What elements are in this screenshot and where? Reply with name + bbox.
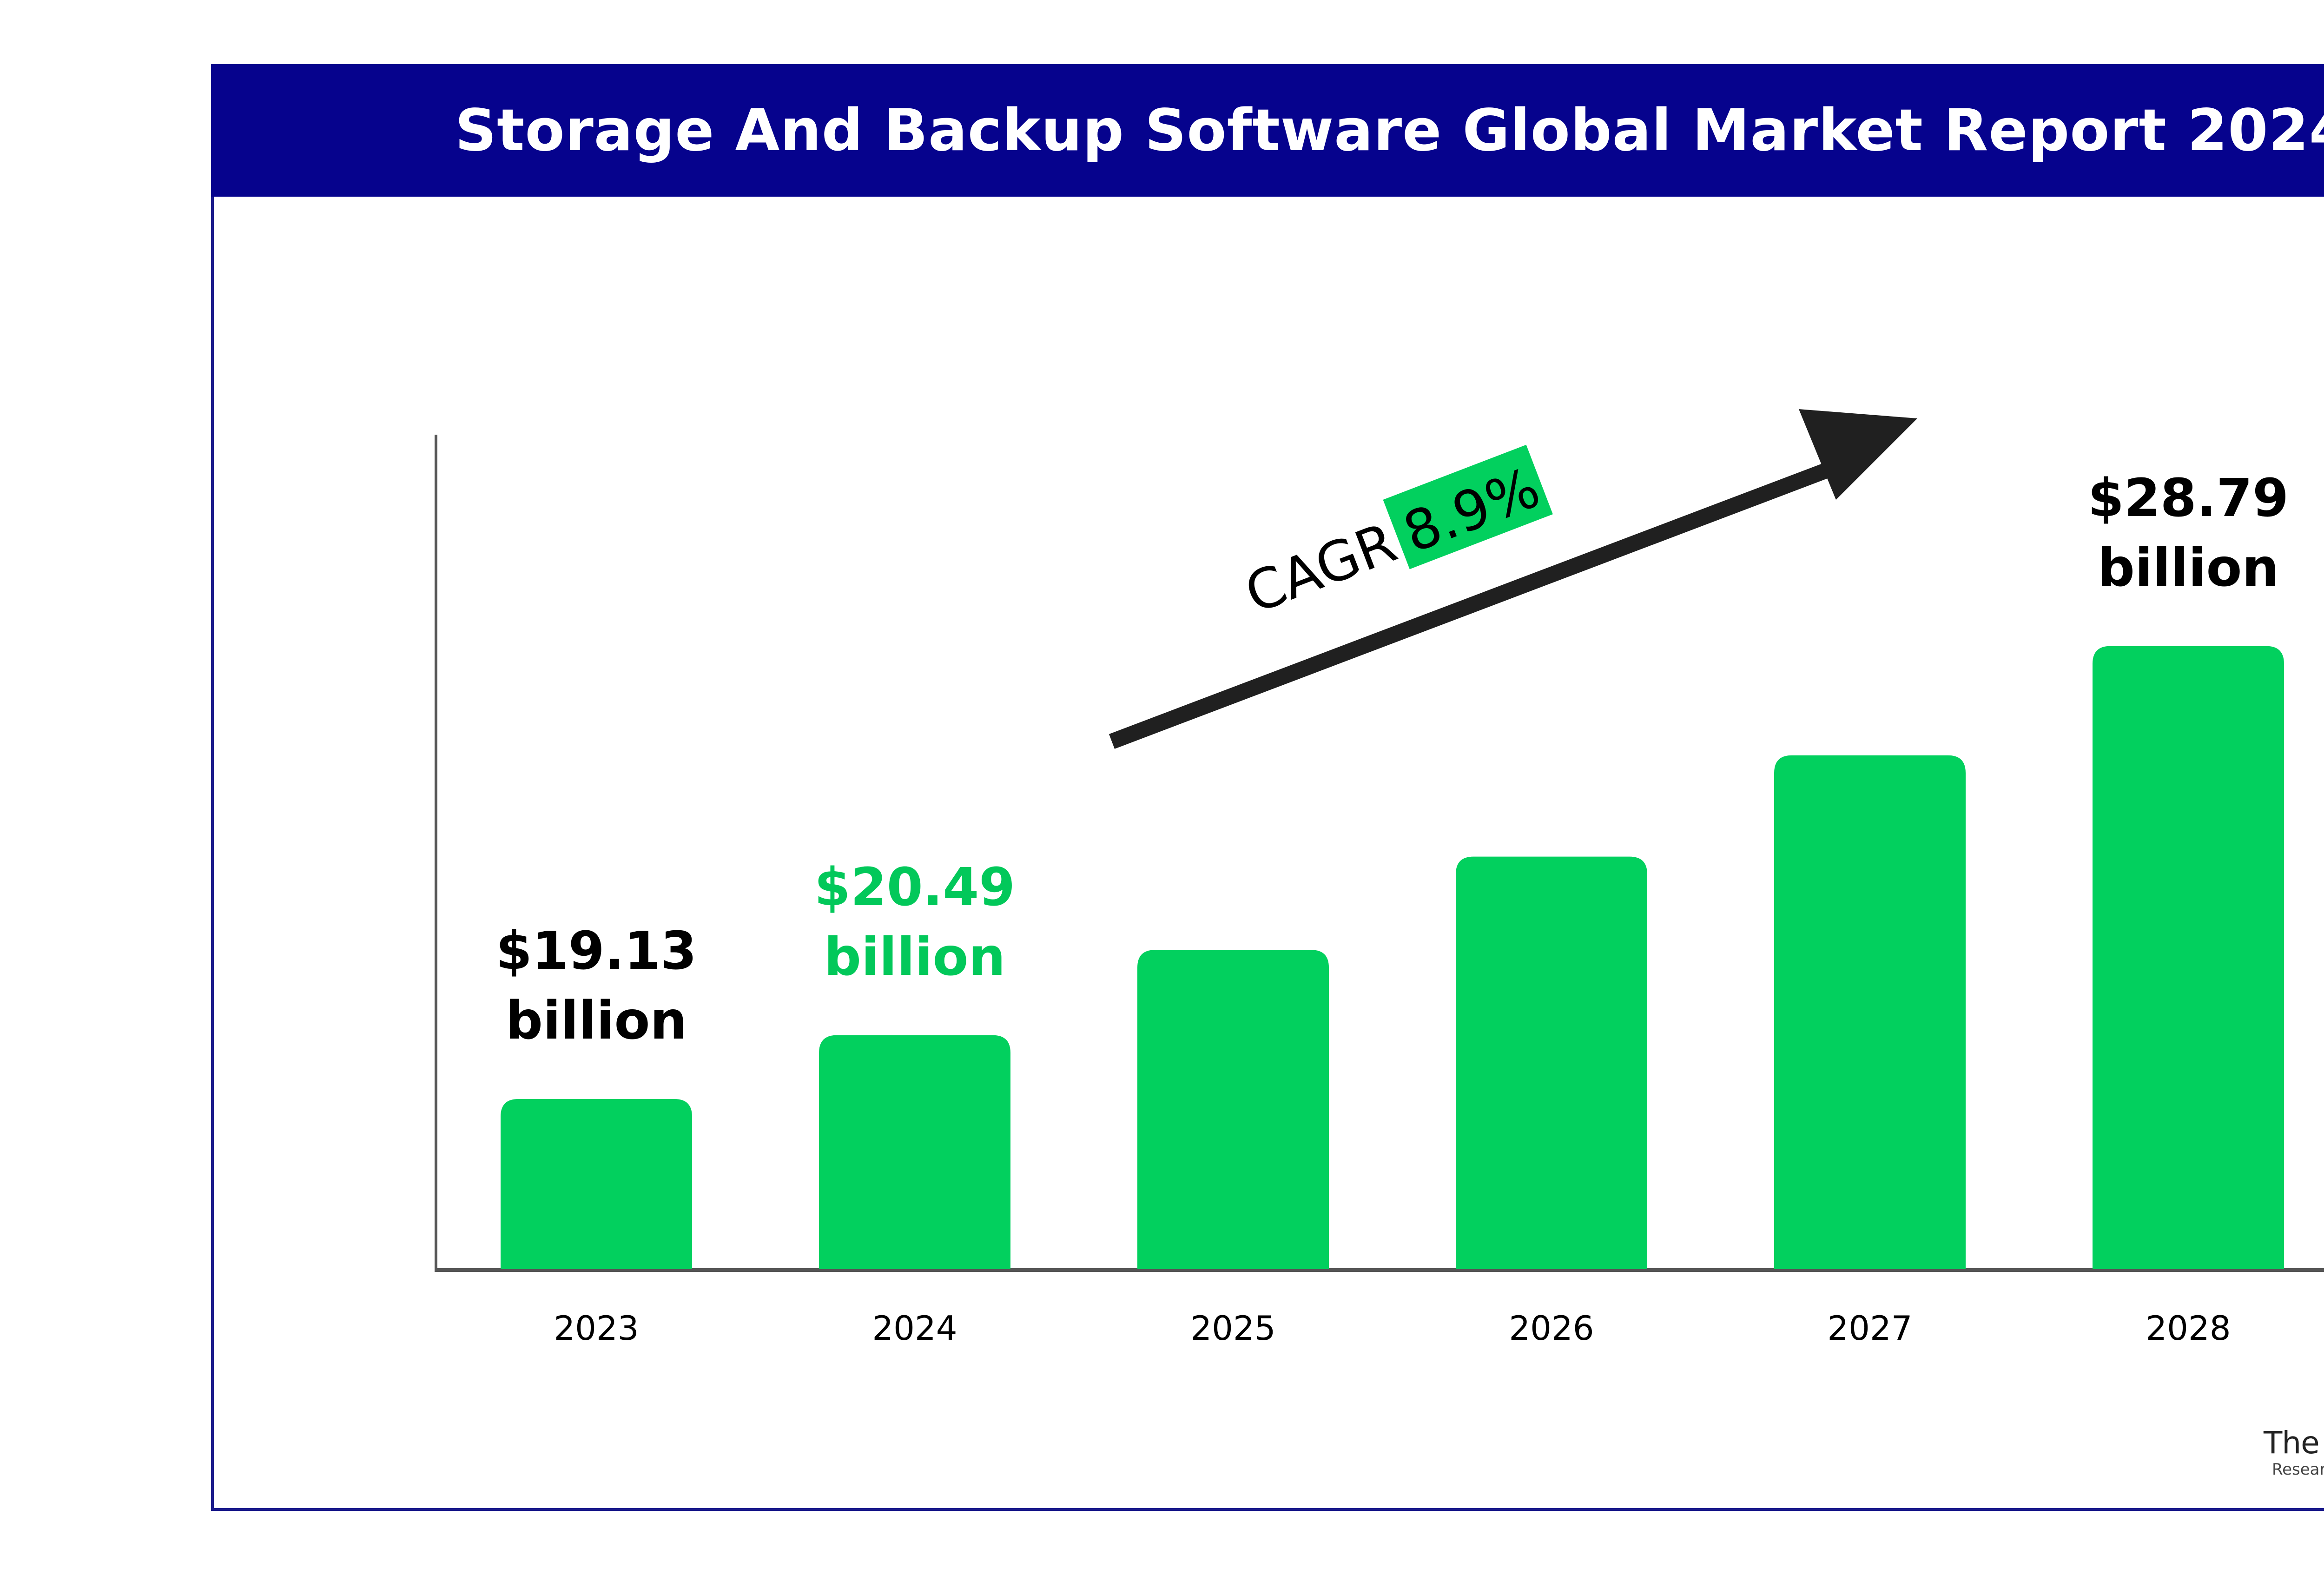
cagr-label: CAGR [1237, 510, 1405, 626]
cagr-badge [1383, 444, 1553, 569]
x-tick-label: 2023 [554, 1309, 639, 1348]
cagr-annotation: CAGR 8.9% [1109, 409, 1917, 749]
value-label-unit: billion [824, 927, 1005, 987]
trend-arrow-shaft [1109, 451, 1860, 749]
bar-2027 [1774, 755, 1966, 1269]
logo-text-sub: Research Company [2272, 1460, 2324, 1479]
x-tick-label: 2028 [2146, 1309, 2231, 1348]
value-label-amount: $28.79 [2088, 468, 2289, 529]
axes [435, 435, 2324, 1272]
company-logo: The Business Research Company [2264, 1374, 2324, 1495]
bar-2023 [501, 1099, 692, 1269]
trend-arrow-head [1799, 409, 1917, 500]
bar-2025 [1137, 950, 1329, 1269]
bars [501, 646, 2284, 1269]
value-labels: $19.13 billion $20.49 billion $28.79 billion [496, 468, 2289, 1051]
x-tick-label: 2025 [1190, 1309, 1275, 1348]
bar-2024 [819, 1035, 1010, 1269]
value-label-unit: billion [506, 991, 687, 1051]
value-label-amount: $19.13 [496, 921, 697, 981]
x-tick-label: 2024 [872, 1309, 957, 1348]
x-tick-label: 2026 [1509, 1309, 1594, 1348]
value-label-amount: $20.49 [814, 857, 1015, 918]
x-tick-labels: 2023 2024 2025 2026 2027 2028 [554, 1309, 2231, 1348]
x-tick-label: 2027 [1827, 1309, 1912, 1348]
bar-2028 [2093, 646, 2284, 1269]
chart-title: Storage And Backup Software Global Marke… [455, 97, 2324, 164]
bar-2026 [1456, 856, 1647, 1269]
value-label-unit: billion [2098, 538, 2279, 598]
logo-text-main: The Business [2264, 1425, 2324, 1461]
title-banner: Storage And Backup Software Global Marke… [211, 64, 2324, 197]
